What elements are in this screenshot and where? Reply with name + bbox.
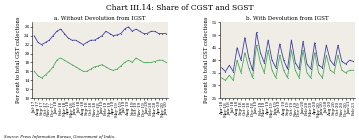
Y-axis label: Per cent to total GST collections: Per cent to total GST collections [17, 17, 22, 103]
Text: Chart III.14: Share of CGST and SGST: Chart III.14: Share of CGST and SGST [106, 4, 253, 12]
Y-axis label: Per cent to total GST collections: Per cent to total GST collections [204, 17, 209, 103]
Text: Source: Press Information Bureau, Government of India.: Source: Press Information Bureau, Govern… [4, 135, 115, 139]
Title: b. With Devolution from IGST: b. With Devolution from IGST [246, 16, 329, 21]
Title: a. Without Devolution from IGST: a. Without Devolution from IGST [55, 16, 146, 21]
